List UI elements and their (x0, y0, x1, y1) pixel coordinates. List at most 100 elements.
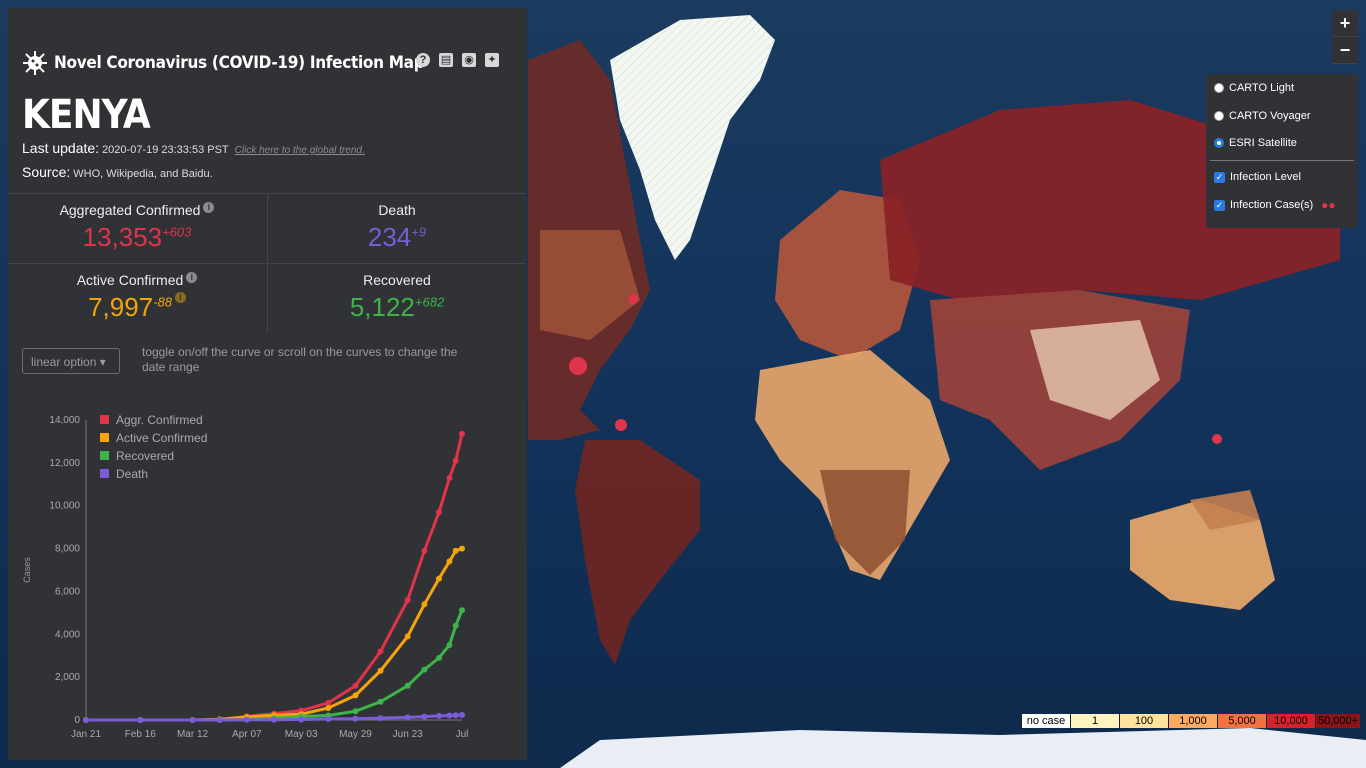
y-tick-label: 2,000 (55, 672, 80, 683)
data-point (421, 547, 428, 554)
x-tick-label: Feb 16 (125, 729, 157, 740)
y-tick-label: 8,000 (55, 544, 80, 555)
data-point (452, 457, 459, 464)
virus-logo-icon (23, 51, 47, 75)
infection-legend: no case 1 100 1,000 5,000 10,000 50,000+ (1021, 714, 1360, 728)
data-point (421, 713, 428, 720)
x-tick-label: Mar 12 (177, 729, 209, 740)
chart-legend-swatch (100, 433, 109, 442)
overlay-infection-cases[interactable]: ✓ Infection Case(s) ●● (1214, 198, 1336, 212)
data-point (421, 666, 428, 673)
info-icon[interactable]: i (174, 292, 186, 303)
europe (775, 190, 920, 360)
data-point (377, 667, 384, 674)
chart-legend-label: Death (116, 467, 148, 481)
x-tick-label: Jan 21 (71, 729, 101, 740)
data-point (452, 622, 459, 629)
divider (1210, 160, 1354, 161)
legend-item: 50,000+ (1315, 714, 1360, 728)
github-icon[interactable]: ◉ (462, 53, 476, 67)
stat-death: Death 234+9 (267, 193, 526, 263)
data-point (325, 716, 332, 723)
series-line (86, 713, 463, 722)
greenland (610, 15, 775, 260)
x-tick-label: May 03 (285, 729, 318, 740)
zoom-in-button[interactable]: + (1332, 10, 1358, 37)
legend-item: 1 (1070, 714, 1119, 728)
basemap-carto-voyager[interactable]: CARTO Voyager (1214, 110, 1311, 122)
chart-legend-swatch (100, 469, 109, 478)
data-point (404, 597, 411, 603)
info-icon[interactable]: i (203, 202, 215, 213)
stat-active-confirmed: Active Confirmed i 7,997-88 i (8, 263, 266, 333)
y-axis-label: Cases (22, 557, 32, 583)
case-markers (569, 294, 1222, 444)
info-icon[interactable]: i (186, 272, 198, 283)
y-tick-label: 0 (74, 715, 80, 726)
zoom-out-button[interactable]: − (1332, 37, 1358, 64)
data-point (436, 712, 443, 719)
x-tick-label: Jun 23 (393, 729, 423, 740)
data-point (352, 692, 359, 699)
chart-legend-label: Aggr. Confirmed (116, 413, 203, 427)
data-point (325, 699, 332, 706)
basemap-esri-satellite[interactable]: ESRI Satellite (1214, 137, 1297, 149)
users-icon: ●● (1321, 198, 1336, 212)
stat-recovered: Recovered 5,122+682 (267, 263, 526, 333)
australia (1130, 500, 1275, 610)
data-point (404, 682, 411, 689)
data-point (298, 716, 305, 723)
y-tick-label: 6,000 (55, 586, 80, 597)
legend-item: 100 (1119, 714, 1168, 728)
data-point (452, 712, 459, 719)
trend-chart[interactable]: 0 2,000 4,000 6,000 8,000 10,000 12,000 14,000 J… (22, 400, 472, 740)
data-point (404, 714, 411, 721)
data-point (459, 545, 465, 552)
series-line (86, 609, 464, 722)
data-point (446, 558, 453, 565)
data-point (83, 717, 89, 723)
chart-hint: toggle on/off the curve or scroll on the… (142, 345, 458, 374)
last-update: Last update: 2020-07-19 23:33:53 PST Click… (22, 140, 365, 156)
y-tick-label: 4,000 (55, 629, 80, 640)
data-point (377, 648, 384, 655)
chart-legend-swatch (100, 451, 109, 460)
zoom-control: + − (1332, 10, 1358, 64)
y-tick-label: 14,000 (49, 415, 80, 426)
chart-legend-label: Recovered (116, 449, 174, 463)
data-point (436, 509, 443, 516)
data-point (137, 717, 144, 723)
twitter-icon[interactable]: ✦ (485, 53, 499, 67)
data-point (325, 705, 332, 711)
data-point (436, 654, 443, 661)
data-point (271, 716, 277, 723)
data-point (243, 716, 250, 723)
chart-legend-swatch (100, 415, 109, 424)
data-point (421, 601, 428, 608)
help-icon[interactable]: ? (416, 53, 430, 67)
south-america (575, 440, 700, 665)
scale-dropdown[interactable]: linear option ▾ (22, 348, 120, 374)
legend-item: 5,000 (1217, 714, 1266, 728)
stat-aggregated-confirmed: Aggregated Confirmed i 13,353+603 (8, 193, 266, 263)
x-tick-label: May 29 (339, 729, 372, 740)
news-icon[interactable]: ▤ (439, 53, 453, 67)
y-tick-label: 12,000 (49, 458, 80, 469)
y-tick-label: 10,000 (49, 501, 80, 512)
overlay-infection-level[interactable]: ✓ Infection Level (1214, 171, 1301, 183)
x-tick-label: Apr 07 (232, 729, 262, 740)
stats-grid: Aggregated Confirmed i 13,353+603 Death 2… (8, 193, 527, 333)
country-name: KENYA (22, 92, 151, 138)
data-point (446, 642, 453, 648)
data-point (436, 575, 443, 582)
legend-item: 10,000 (1266, 714, 1315, 728)
data-point (459, 711, 465, 718)
global-trend-link[interactable]: Click here to the global trend. (234, 145, 365, 156)
data-point (352, 682, 359, 689)
data-point (189, 717, 196, 723)
legend-item: no case (1021, 714, 1070, 728)
x-tick-label: Jul (456, 729, 469, 740)
basemap-carto-light[interactable]: CARTO Light (1214, 82, 1294, 94)
data-point (352, 715, 359, 722)
